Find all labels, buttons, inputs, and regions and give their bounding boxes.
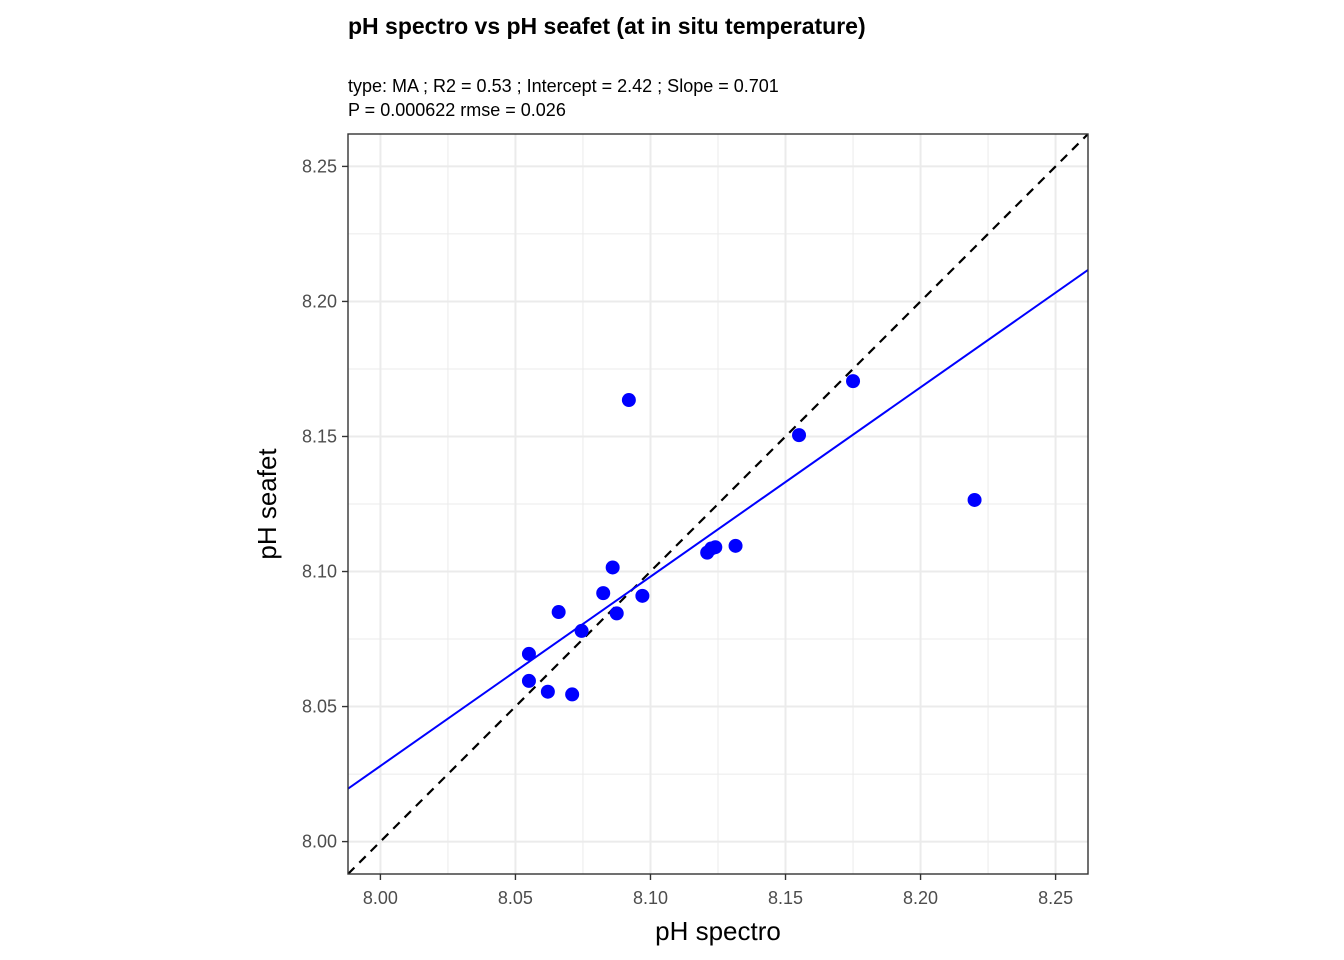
y-axis-title: pH seafet	[252, 448, 282, 560]
data-point-8	[610, 606, 624, 620]
data-point-3	[552, 605, 566, 619]
x-tick-label-2: 8.10	[633, 888, 668, 908]
x-tick-label-0: 8.00	[363, 888, 398, 908]
data-point-14	[729, 539, 743, 553]
data-point-6	[596, 586, 610, 600]
data-point-5	[575, 624, 589, 638]
y-tick-label-4: 8.20	[302, 291, 337, 311]
x-axis: 8.00 8.05 8.10 8.15 8.20 8.25	[363, 874, 1073, 908]
y-axis: 8.00 8.05 8.10 8.15 8.20 8.25	[302, 156, 348, 851]
data-point-15	[792, 428, 806, 442]
x-axis-title: pH spectro	[655, 916, 781, 946]
data-point-17	[968, 493, 982, 507]
data-point-7	[606, 560, 620, 574]
y-tick-label-0: 8.00	[302, 832, 337, 852]
y-tick-label-1: 8.05	[302, 697, 337, 717]
data-point-1	[522, 674, 536, 688]
chart-subtitle-line-1: type: MA ; R2 = 0.53 ; Intercept = 2.42 …	[348, 76, 779, 96]
data-point-0	[522, 647, 536, 661]
x-tick-label-4: 8.20	[903, 888, 938, 908]
data-point-9	[622, 393, 636, 407]
x-tick-label-3: 8.15	[768, 888, 803, 908]
data-point-16	[846, 374, 860, 388]
data-point-2	[541, 685, 555, 699]
chart-subtitle-line-2: P = 0.000622 rmse = 0.026	[348, 100, 566, 120]
data-point-10	[635, 589, 649, 603]
y-tick-label-5: 8.25	[302, 156, 337, 176]
chart-title: pH spectro vs pH seafet (at in situ temp…	[348, 13, 866, 39]
data-point-4	[565, 687, 579, 701]
y-tick-label-3: 8.15	[302, 426, 337, 446]
x-tick-label-5: 8.25	[1038, 888, 1073, 908]
data-point-13	[708, 540, 722, 554]
y-tick-label-2: 8.10	[302, 562, 337, 582]
x-tick-label-1: 8.05	[498, 888, 533, 908]
